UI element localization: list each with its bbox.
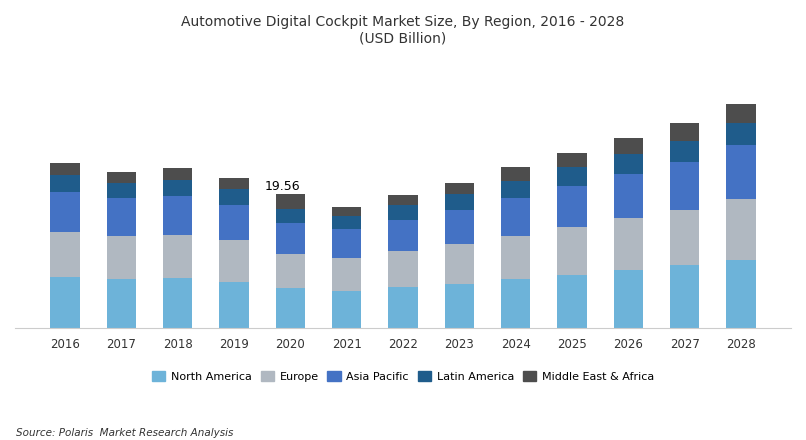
- Bar: [670, 162, 700, 210]
- Bar: [106, 198, 136, 236]
- Bar: [276, 223, 305, 254]
- Bar: [726, 146, 756, 199]
- Bar: [388, 195, 418, 205]
- Bar: [670, 265, 700, 328]
- Bar: [726, 123, 756, 146]
- Bar: [388, 205, 418, 220]
- Bar: [106, 172, 136, 183]
- Bar: [163, 278, 193, 328]
- Bar: [219, 190, 248, 205]
- Bar: [276, 194, 305, 209]
- Bar: [445, 245, 474, 284]
- Bar: [276, 289, 305, 328]
- Bar: [726, 260, 756, 328]
- Bar: [50, 163, 80, 175]
- Bar: [501, 180, 530, 198]
- Bar: [219, 282, 248, 328]
- Bar: [50, 175, 80, 192]
- Bar: [613, 138, 643, 154]
- Bar: [726, 104, 756, 123]
- Bar: [558, 168, 587, 186]
- Text: 19.56: 19.56: [265, 180, 301, 194]
- Bar: [445, 284, 474, 328]
- Bar: [670, 141, 700, 162]
- Bar: [613, 218, 643, 270]
- Bar: [726, 199, 756, 260]
- Bar: [50, 192, 80, 232]
- Bar: [445, 210, 474, 245]
- Bar: [388, 220, 418, 251]
- Bar: [501, 198, 530, 235]
- Bar: [501, 235, 530, 279]
- Bar: [163, 235, 193, 278]
- Text: Source: Polaris  Market Research Analysis: Source: Polaris Market Research Analysis: [16, 428, 234, 438]
- Bar: [50, 277, 80, 328]
- Bar: [558, 186, 587, 227]
- Bar: [445, 194, 474, 210]
- Title: Automotive Digital Cockpit Market Size, By Region, 2016 - 2028
(USD Billion): Automotive Digital Cockpit Market Size, …: [181, 15, 625, 45]
- Bar: [332, 257, 361, 290]
- Bar: [613, 270, 643, 328]
- Bar: [163, 168, 193, 180]
- Bar: [332, 290, 361, 328]
- Bar: [50, 232, 80, 277]
- Legend: North America, Europe, Asia Pacific, Latin America, Middle East & Africa: North America, Europe, Asia Pacific, Lat…: [147, 367, 659, 387]
- Bar: [670, 124, 700, 141]
- Bar: [219, 240, 248, 282]
- Bar: [501, 168, 530, 180]
- Bar: [558, 275, 587, 328]
- Bar: [106, 236, 136, 279]
- Bar: [388, 287, 418, 328]
- Bar: [332, 207, 361, 216]
- Bar: [613, 154, 643, 174]
- Bar: [332, 229, 361, 257]
- Bar: [219, 205, 248, 240]
- Bar: [332, 216, 361, 229]
- Bar: [388, 251, 418, 287]
- Bar: [106, 183, 136, 198]
- Bar: [163, 180, 193, 196]
- Bar: [163, 196, 193, 235]
- Bar: [106, 279, 136, 328]
- Bar: [558, 153, 587, 168]
- Bar: [558, 227, 587, 275]
- Bar: [670, 210, 700, 265]
- Bar: [276, 209, 305, 223]
- Bar: [445, 183, 474, 194]
- Bar: [276, 254, 305, 289]
- Bar: [219, 179, 248, 190]
- Bar: [501, 279, 530, 328]
- Bar: [613, 174, 643, 218]
